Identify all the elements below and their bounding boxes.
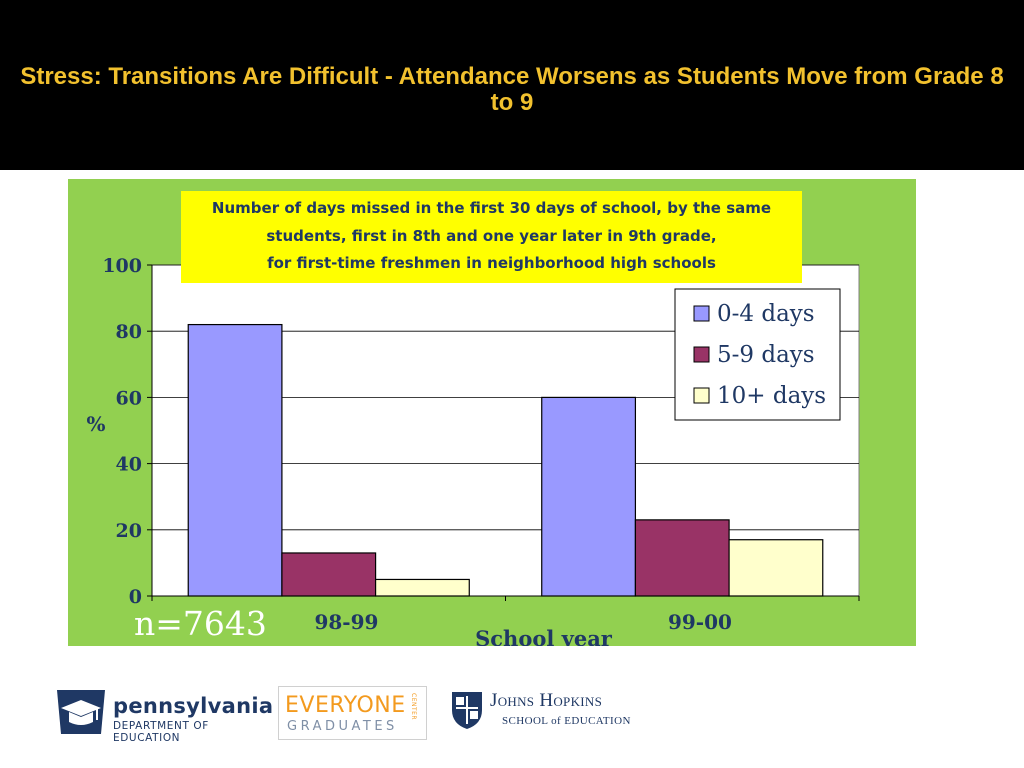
jh-logo-name: Johns Hopkins [490, 690, 603, 711]
bar-chart: 0 20 40 60 80 100 98-99 99-00 School year% n=7643… [86, 255, 860, 646]
y-tick-label: 0 [129, 586, 142, 608]
sample-size-annotation: n=7643 [134, 604, 267, 643]
logo-strip: pennsylvania DEPARTMENT OF EDUCATION EVE… [0, 680, 1024, 760]
y-tick-label: 80 [116, 321, 142, 343]
legend-swatch [693, 305, 710, 322]
legend-label: 5-9 days [717, 342, 815, 368]
chart-panel: 0 20 40 60 80 100 98-99 99-00 School year% n=7643… [68, 179, 916, 646]
y-axis-label: % [86, 412, 105, 436]
johns-hopkins-school-of-education-logo: Johns Hopkins SCHOOL of EDUCATION [450, 688, 650, 734]
y-tick-label: 40 [116, 454, 142, 476]
everyone-graduates-center-logo: EVERYONE GRADUATES CENTER [278, 686, 427, 740]
y-tick-label: 20 [116, 520, 142, 542]
bar [374, 578, 470, 597]
eg-logo-line1: EVERYONE [285, 693, 406, 718]
legend-label: 0-4 days [717, 301, 815, 327]
bar [728, 539, 824, 597]
legend-swatch [693, 387, 710, 404]
keystone-icon [57, 690, 105, 734]
x-tick-label: 99-00 [668, 610, 732, 634]
slide-title: Stress: Transitions Are Difficult - Atte… [20, 63, 1004, 116]
x-axis-label: School year [475, 626, 613, 646]
shield-icon [452, 692, 482, 729]
eg-logo-line3: CENTER [410, 693, 417, 721]
chart-title: Number of days missed in the first 30 da… [181, 191, 802, 283]
bar [634, 519, 730, 597]
eg-logo-line2: GRADUATES [287, 719, 398, 734]
pennsylvania-department-of-education-logo: pennsylvania DEPARTMENT OF EDUCATION [55, 684, 273, 744]
pa-logo-subtitle: DEPARTMENT OF EDUCATION [113, 720, 209, 744]
bar [541, 396, 637, 597]
y-tick-label: 60 [116, 387, 142, 409]
bar [187, 323, 283, 597]
legend-swatch [693, 346, 710, 363]
slide-header: Stress: Transitions Are Difficult - Atte… [0, 0, 1024, 170]
bar [281, 552, 377, 597]
legend-label: 10+ days [717, 383, 826, 409]
jh-logo-subtitle: SCHOOL of EDUCATION [502, 715, 631, 727]
x-tick-label: 98-99 [314, 610, 378, 634]
pa-logo-name: pennsylvania [113, 694, 274, 718]
y-tick-label: 100 [102, 255, 142, 277]
